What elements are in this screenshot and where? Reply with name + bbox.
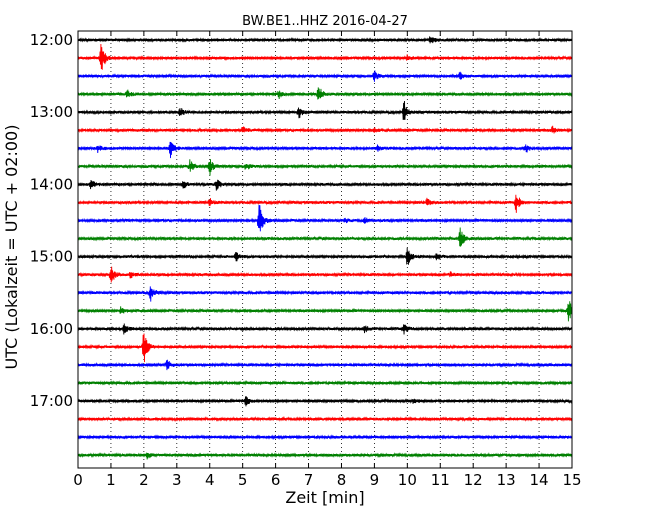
seismogram-trace xyxy=(77,141,573,159)
x-axis-label: Zeit [min] xyxy=(285,488,364,507)
seismogram-trace xyxy=(77,125,573,134)
seismogram-trace xyxy=(77,247,573,265)
x-tick-label: 1 xyxy=(106,471,116,489)
x-tick-label: 14 xyxy=(530,471,549,489)
seismogram-trace xyxy=(77,36,573,44)
seismogram-trace xyxy=(77,204,573,232)
seismogram-trace xyxy=(77,301,573,322)
x-tick-label: 12 xyxy=(464,471,483,489)
x-tick-label: 5 xyxy=(238,471,248,489)
y-axis-ticks: 12:00 13:00 14:00 15:00 16:00 17:00 xyxy=(30,31,572,410)
x-tick-label: 8 xyxy=(337,471,347,489)
seismogram-trace xyxy=(77,70,573,82)
seismogram-trace xyxy=(77,194,573,213)
x-tick-label: 6 xyxy=(271,471,281,489)
y-axis-label: UTC (Lokalzeit = UTC + 02:00) xyxy=(2,125,21,370)
y-tick-label: 15:00 xyxy=(30,248,73,266)
x-tick-label: 2 xyxy=(139,471,149,489)
x-tick-label: 4 xyxy=(205,471,215,489)
grid-lines xyxy=(110,31,540,468)
seismogram-trace xyxy=(77,227,573,247)
seismogram-trace xyxy=(77,396,573,407)
seismogram-trace xyxy=(77,159,573,176)
y-tick-label: 17:00 xyxy=(30,392,73,410)
y-tick-label: 13:00 xyxy=(30,103,73,121)
x-axis-ticks: 0 1 2 3 4 5 6 7 8 9 10 11 12 13 14 15 xyxy=(73,31,582,489)
seismogram-trace xyxy=(77,416,573,423)
x-tick-label: 7 xyxy=(304,471,314,489)
seismogram-trace xyxy=(77,179,573,191)
seismogram-trace xyxy=(77,434,573,441)
seismogram-trace xyxy=(77,333,573,363)
seismogram-trace xyxy=(77,266,573,283)
x-tick-label: 10 xyxy=(398,471,417,489)
y-tick-label: 12:00 xyxy=(30,31,73,49)
seismogram-trace xyxy=(77,87,573,100)
seismogram-traces xyxy=(77,36,573,460)
x-tick-label: 11 xyxy=(431,471,450,489)
seismogram-trace xyxy=(77,323,573,335)
plot-frame xyxy=(77,30,573,469)
x-tick-label: 15 xyxy=(562,471,581,489)
x-tick-label: 3 xyxy=(172,471,182,489)
x-tick-label: 13 xyxy=(497,471,516,489)
seismogram-trace xyxy=(77,379,573,386)
x-tick-label: 0 xyxy=(73,471,83,489)
y-tick-label: 16:00 xyxy=(30,320,73,338)
seismogram-trace xyxy=(77,43,573,70)
y-tick-label: 14:00 xyxy=(30,175,73,193)
seismogram-trace xyxy=(77,286,573,302)
seismogram-trace xyxy=(77,101,573,120)
seismogram-trace xyxy=(77,452,573,460)
seismogram-trace xyxy=(77,359,573,371)
chart-title: BW.BE1..HHZ 2016-04-27 xyxy=(242,14,408,29)
x-tick-label: 9 xyxy=(370,471,380,489)
